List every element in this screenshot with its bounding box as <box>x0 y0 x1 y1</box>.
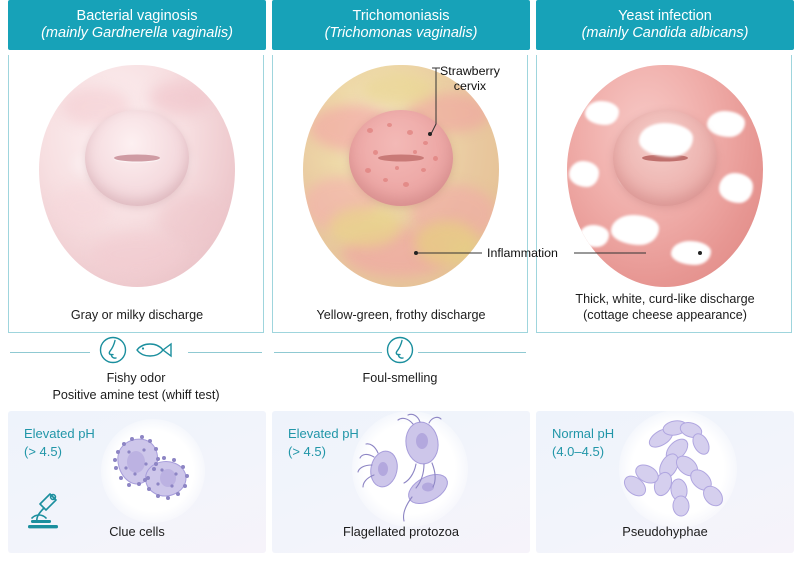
leader-line-strawberry-cervix <box>430 67 440 135</box>
ph-label-line-2: (> 4.5) <box>24 443 62 459</box>
ph-panel-bv: Elevated pH (> 4.5) <box>8 411 266 553</box>
column-header-trichomoniasis: Trichomoniasis (Trichomonas vaginalis) <box>272 0 530 50</box>
column-bacterial-vaginosis: Bacterial vaginosis (mainly Gardnerella … <box>8 0 266 400</box>
header-title: Yeast infection <box>618 7 712 24</box>
column-yeast-infection: Yeast infection (mainly Candida albicans… <box>536 0 794 400</box>
ph-label-trich: Elevated pH (> 4.5) <box>288 425 359 460</box>
ph-label-line-2: (> 4.5) <box>288 443 326 459</box>
discharge-line-1: Thick, white, curd-like discharge <box>575 291 755 306</box>
header-title: Bacterial vaginosis <box>76 7 198 24</box>
discharge-description-trich: Yellow-green, frothy discharge <box>316 308 486 323</box>
discharge-description-yeast: Thick, white, curd-like discharge (cotta… <box>537 291 793 324</box>
os-slit <box>114 154 160 162</box>
os-slit <box>378 154 424 162</box>
micrograph-clue-cells <box>101 419 205 523</box>
header-title: Trichomoniasis <box>352 7 450 24</box>
card-trichomoniasis: Yellow-green, frothy discharge <box>272 55 528 333</box>
ph-panel-yeast: Normal pH (4.0–4.5) <box>536 410 794 553</box>
ph-panel-trich: Elevated pH (> 4.5) <box>272 411 530 553</box>
cervix-illustration-trich <box>273 61 529 291</box>
annotation-strawberry-cervix: Strawberry cervix <box>440 64 500 94</box>
cervix-shape <box>39 65 235 287</box>
header-subtitle: (Trichomonas vaginalis) <box>324 25 478 41</box>
cervical-os <box>349 110 453 207</box>
annotation-inflammation: Inflammation <box>487 246 558 260</box>
cervix-illustration-bv <box>9 61 265 291</box>
odor-label-bv-line-2: Positive amine test (whiff test) <box>52 388 220 402</box>
column-trichomoniasis: Trichomoniasis (Trichomonas vaginalis) <box>272 0 530 400</box>
ph-finding-trich: Flagellated protozoa <box>343 524 459 539</box>
nose-icon <box>99 336 127 369</box>
cervix-illustration-yeast <box>537 61 793 291</box>
cervical-os <box>85 110 189 207</box>
micrograph-flagellated-protozoa <box>352 411 468 527</box>
column-header-bacterial-vaginosis: Bacterial vaginosis (mainly Gardnerella … <box>8 0 266 50</box>
odor-group-bv: Fishy odor Positive amine test (whiff te… <box>8 336 264 404</box>
leader-dot-inflammation-right <box>698 251 702 255</box>
leader-dot-inflammation-left <box>414 251 418 255</box>
ph-label-yeast: Normal pH (4.0–4.5) <box>552 425 614 460</box>
cervix-shape <box>303 65 499 287</box>
cervix-shape <box>567 65 763 287</box>
leader-dot-strawberry-cervix <box>428 132 432 136</box>
ph-label-bv: Elevated pH (> 4.5) <box>24 425 95 460</box>
card-bacterial-vaginosis: Gray or milky discharge <box>8 55 264 333</box>
discharge-line-2: (cottage cheese appearance) <box>583 308 747 323</box>
ph-label-line-1: Elevated pH <box>288 426 359 441</box>
annotation-line-1: Strawberry <box>440 64 500 78</box>
odor-group-trich: Foul-smelling <box>272 336 528 387</box>
annotation-line-2: cervix <box>453 78 487 93</box>
leader-line-inflammation <box>418 252 646 254</box>
microscope-icon <box>24 488 68 537</box>
os-slit <box>642 154 688 162</box>
ph-label-line-1: Elevated pH <box>24 426 95 441</box>
ph-label-line-1: Normal pH <box>552 426 615 441</box>
header-subtitle: (mainly Candida albicans) <box>581 25 749 41</box>
odor-label-trich-line-1: Foul-smelling <box>362 371 438 385</box>
fish-icon <box>133 339 173 366</box>
micrograph-pseudohyphae <box>619 410 737 528</box>
nose-icon <box>386 336 414 369</box>
header-subtitle: (mainly Gardnerella vaginalis) <box>41 25 233 41</box>
odor-label-bv-line-1: Fishy odor <box>106 371 166 385</box>
ph-label-line-2: (4.0–4.5) <box>552 443 605 459</box>
card-yeast-infection: Thick, white, curd-like discharge (cotta… <box>536 55 792 333</box>
ph-finding-bv: Clue cells <box>109 524 165 539</box>
column-header-yeast-infection: Yeast infection (mainly Candida albicans… <box>536 0 794 50</box>
ph-finding-yeast: Pseudohyphae <box>622 524 708 539</box>
discharge-description-bv: Gray or milky discharge <box>70 308 204 323</box>
